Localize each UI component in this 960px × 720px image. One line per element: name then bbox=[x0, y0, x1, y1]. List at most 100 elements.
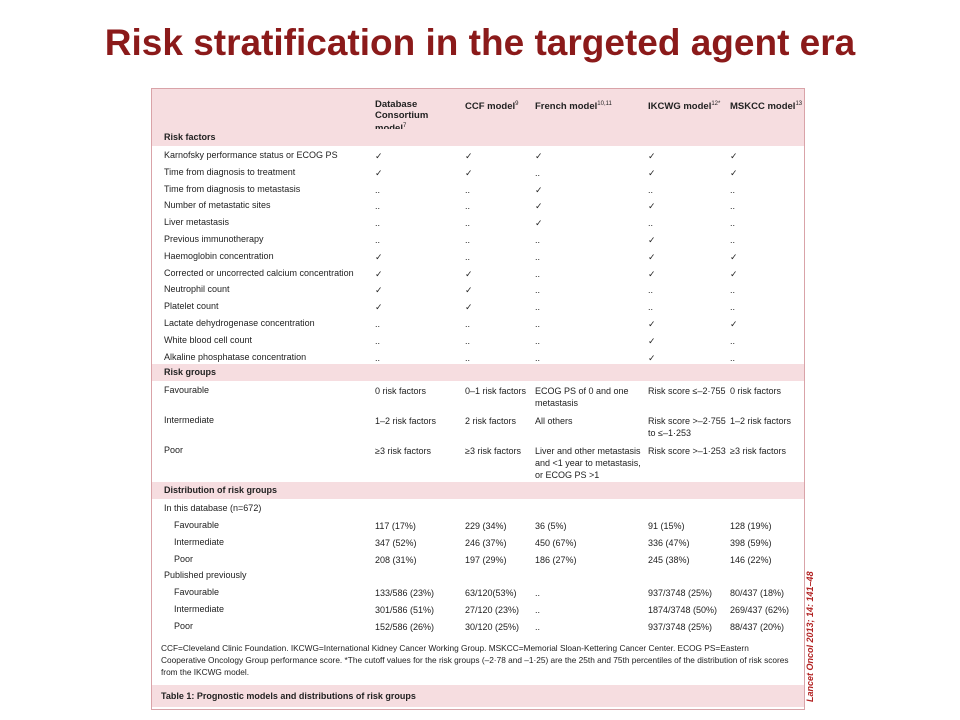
table-cell: .. bbox=[730, 235, 736, 245]
table-cell: 128 (19%) bbox=[730, 521, 772, 531]
table-cell: ✓ bbox=[648, 268, 656, 279]
risk-factor-row: Lactate dehydrogenase concentration.....… bbox=[152, 314, 804, 331]
table-cell: ✓ bbox=[535, 201, 543, 212]
risk-group-row: Poor ≥3 risk factors ≥3 risk factors Liver … bbox=[152, 441, 804, 480]
table-cell: ✓ bbox=[648, 167, 656, 178]
table-cell: 347 (52%) bbox=[375, 537, 417, 548]
published-row: Published previously bbox=[152, 566, 804, 583]
table-cell: ✓ bbox=[375, 167, 383, 178]
table-cell: ✓ bbox=[730, 151, 738, 161]
table-cell: 27/120 (23%) bbox=[465, 604, 520, 615]
table-cell: .. bbox=[465, 235, 471, 245]
table-cell: ✓ bbox=[465, 302, 473, 313]
table-cell: .. bbox=[730, 352, 736, 363]
table-cell: Risk score >–1·253 bbox=[648, 446, 726, 456]
table-cell: 30/120 (25%) bbox=[465, 621, 520, 632]
table-cell: ✓ bbox=[465, 285, 473, 296]
table-cell: 0 risk factors bbox=[730, 386, 782, 396]
table-cell: ECOG PS of 0 and one metastasis bbox=[535, 386, 629, 408]
risk-factor-row: Number of metastatic sites.... ✓ ✓.. bbox=[152, 196, 804, 213]
table-cell: .. bbox=[730, 201, 736, 212]
table-cell: 937/3748 (25%) bbox=[648, 588, 713, 598]
table-cell: ✓ bbox=[648, 352, 656, 363]
risk-factor-row: Time from diagnosis to treatment ✓ ✓.. ✓ ✓ bbox=[152, 163, 804, 180]
table-cell: ≥3 risk factors bbox=[730, 446, 786, 456]
risk-factor-row: Haemoglobin concentration ✓.... ✓ ✓ bbox=[152, 247, 804, 264]
distribution-row-label: Poor bbox=[174, 620, 194, 631]
table-cell: .. bbox=[535, 235, 541, 245]
table-cell: .. bbox=[465, 319, 471, 329]
table-cell: ✓ bbox=[730, 251, 738, 262]
risk-groups-section: Risk groups bbox=[152, 364, 804, 381]
table-cell: 245 (38%) bbox=[648, 554, 690, 565]
risk-factor-row: Previous immunotherapy...... ✓.. bbox=[152, 230, 804, 247]
risk-factor-row-label: White blood cell count bbox=[164, 334, 253, 345]
table-cell: .. bbox=[730, 218, 736, 229]
table-cell: .. bbox=[535, 167, 541, 178]
table-caption: Table 1: Prognostic models and distribut… bbox=[152, 685, 804, 707]
table-cell: .. bbox=[535, 588, 541, 598]
risk-group-row: Favourable 0 risk factors 0–1 risk factors… bbox=[152, 381, 804, 411]
table-cell: ✓ bbox=[465, 268, 473, 279]
distribution-row: Poor 208 (31%) 197 (29%) 186 (27%) 245 (38%)… bbox=[152, 550, 804, 567]
risk-group-row-label: Intermediate bbox=[164, 415, 215, 425]
table-cell: ✓ bbox=[375, 251, 383, 262]
distribution-row: Favourable 117 (17%) 229 (34%) 36 (5%) 91 (1… bbox=[152, 516, 804, 533]
table-cell: .. bbox=[535, 319, 541, 329]
this-database-row: In this database (n=672) bbox=[152, 499, 804, 516]
table-cell: ✓ bbox=[648, 335, 656, 346]
table-cell: ✓ bbox=[730, 167, 738, 178]
distribution-row: Intermediate 347 (52%) 246 (37%) 450 (67%) 3… bbox=[152, 533, 804, 550]
table-cell: 146 (22%) bbox=[730, 554, 772, 565]
table-cell: .. bbox=[730, 335, 736, 346]
table-header: Database Consortium model7 CCF model9 Fr… bbox=[152, 89, 804, 134]
distribution-row-label: Favourable bbox=[174, 587, 220, 597]
risk-factor-row-label: Corrected or uncorrected calcium concent… bbox=[164, 267, 354, 278]
table-cell: .. bbox=[375, 218, 381, 229]
risk-group-row: Intermediate 1–2 risk factors 2 risk facto… bbox=[152, 411, 804, 441]
table-cell: ✓ bbox=[375, 151, 383, 161]
table-cell: ✓ bbox=[730, 319, 738, 329]
table-cell: .. bbox=[465, 201, 471, 212]
risk-factor-row: Alkaline phosphatase concentration......… bbox=[152, 348, 804, 365]
table-cell: 269/437 (62%) bbox=[730, 604, 790, 615]
table-cell: 2 risk factors bbox=[465, 416, 517, 426]
table-cell: 88/437 (20%) bbox=[730, 621, 785, 632]
table-cell: All others bbox=[535, 416, 573, 426]
risk-groups-section-label: Risk groups bbox=[164, 367, 217, 377]
table-cell: .. bbox=[375, 335, 381, 346]
table-cell: ✓ bbox=[648, 251, 656, 262]
table-cell: 246 (37%) bbox=[465, 537, 507, 548]
table-cell: .. bbox=[730, 285, 736, 296]
table-cell: .. bbox=[375, 319, 381, 329]
table-cell: 301/586 (51%) bbox=[375, 604, 435, 615]
table-cell: ≥3 risk factors bbox=[465, 446, 521, 456]
table-cell: ✓ bbox=[648, 201, 656, 212]
table-cell: 186 (27%) bbox=[535, 554, 577, 565]
table-cell: 229 (34%) bbox=[465, 521, 507, 531]
citation: Lancet Oncol 2013; 14: 141–48 bbox=[805, 571, 815, 702]
table-cell: 1–2 risk factors bbox=[730, 416, 792, 426]
table-cell: 1–2 risk factors bbox=[375, 416, 437, 426]
risk-factor-row-label: Neutrophil count bbox=[164, 284, 230, 295]
table-cell: 36 (5%) bbox=[535, 521, 567, 531]
risk-factor-row-label: Time from diagnosis to metastasis bbox=[164, 183, 301, 194]
col-header-ikcwg: IKCWG model12* bbox=[648, 101, 721, 113]
table-cell: 63/120(53%) bbox=[465, 588, 517, 598]
table-cell: ✓ bbox=[535, 218, 543, 229]
table-cell: ✓ bbox=[730, 268, 738, 279]
table-cell: .. bbox=[465, 251, 471, 262]
table-cell: Risk score >–2·755 to ≤–1·253 bbox=[648, 416, 726, 438]
table-cell: ✓ bbox=[375, 302, 383, 313]
table-cell: .. bbox=[465, 352, 471, 363]
table-cell: 197 (29%) bbox=[465, 554, 507, 565]
table-cell: .. bbox=[535, 335, 541, 346]
table-cell: .. bbox=[375, 201, 381, 212]
table-cell: 0 risk factors bbox=[375, 386, 427, 396]
distribution-row-label: Intermediate bbox=[174, 603, 225, 614]
risk-factor-row: White blood cell count...... ✓.. bbox=[152, 331, 804, 348]
table-cell: 450 (67%) bbox=[535, 537, 577, 548]
table-cell: ✓ bbox=[465, 151, 473, 161]
table-cell: 117 (17%) bbox=[375, 521, 416, 531]
table-cell: .. bbox=[535, 604, 541, 615]
